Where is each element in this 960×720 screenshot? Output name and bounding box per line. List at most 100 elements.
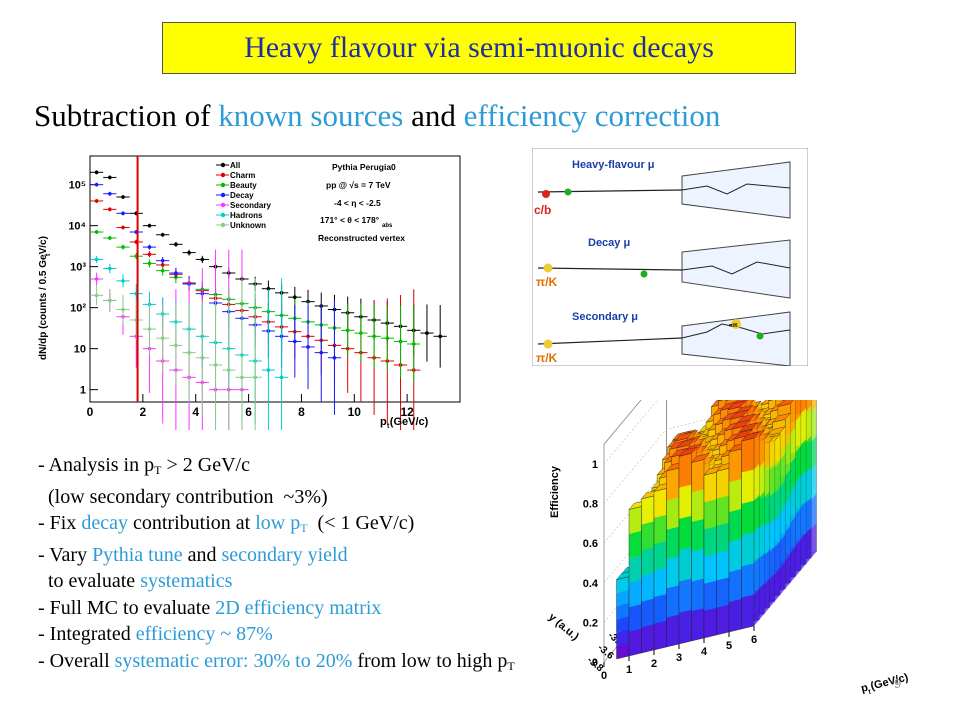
y-tick-label-1: 10	[74, 344, 86, 356]
bar-side-band	[769, 463, 775, 498]
diagram-ball-yellow-1	[543, 263, 553, 273]
point-marker	[121, 211, 125, 216]
bullet-5: to evaluate systematics	[38, 568, 578, 595]
bar-front-band	[704, 553, 717, 584]
bar-side-band	[800, 400, 806, 414]
bar-side-band	[811, 400, 817, 413]
diagram-absorber-3	[681, 311, 791, 366]
bar-side-band	[769, 490, 775, 525]
bar-front-band	[729, 508, 742, 542]
diagram-ball-green-3	[756, 332, 764, 340]
bar-side-band	[795, 508, 801, 546]
bar-side-band	[806, 435, 812, 473]
bar-front-band	[641, 572, 654, 602]
subtitle-highlight-known-sources: known sources	[218, 98, 404, 133]
bar-side-band	[811, 435, 817, 471]
bar-front-band	[729, 538, 742, 572]
bar-top	[766, 426, 786, 437]
bar-side-band	[811, 464, 817, 500]
point-marker	[108, 298, 112, 303]
bar-top	[674, 431, 694, 442]
bar-front-band	[691, 608, 704, 641]
bar-side-band	[790, 457, 796, 494]
bar-front-band	[729, 598, 742, 632]
eff-x-tick-label-4: 4	[701, 646, 708, 658]
bullet-3: - Fix decay contribution at low pT (< 1 …	[38, 510, 578, 542]
muon-sources-diagram: Heavy-flavour μ c/b Decay μ π/K Secondar…	[532, 148, 808, 366]
bar-side-band	[811, 406, 817, 442]
bullet-4: - Vary Pythia tune and secondary yield	[38, 542, 578, 569]
bar-side-band	[785, 441, 791, 476]
z-tick-label-3: 0.6	[583, 538, 598, 550]
bar-side-band	[795, 477, 801, 515]
bar-side-band	[764, 520, 770, 556]
bar-side-band	[800, 501, 806, 539]
y-tick-label-4: 10⁴	[68, 221, 86, 233]
series-unknown	[90, 278, 262, 430]
bar-front-band	[666, 614, 679, 647]
bar-side-band	[780, 534, 786, 568]
point-marker	[187, 350, 191, 355]
bar-front-band	[691, 548, 704, 582]
point-marker	[293, 295, 297, 299]
z-grid-4	[603, 400, 790, 504]
x-tick-label-0: 0	[87, 405, 94, 419]
bar-front-band	[716, 495, 729, 526]
bar-front-band	[741, 594, 754, 629]
bar-front-band	[666, 468, 679, 501]
bar-side-band	[806, 405, 812, 442]
diagram-ball-green-2	[640, 270, 648, 278]
diagram-sec-source: π/K	[536, 351, 558, 365]
bar-side-band	[759, 491, 765, 529]
bar-side-band	[769, 573, 775, 608]
point-marker	[121, 245, 125, 249]
bullet-1: - Analysis in pT > 2 GeV/c	[38, 452, 578, 484]
bar-front-band	[691, 578, 704, 612]
bar-side-band	[764, 462, 770, 498]
point-marker	[147, 245, 152, 249]
point-marker	[108, 207, 112, 212]
pt-spectrum-chart: 0 2 4 6 8 10 12 1 10 10² 10³ 10⁴ 10⁵ dN/dp (counts /…	[30, 148, 470, 430]
diagram-track-2	[537, 267, 683, 271]
bar-front-band	[716, 468, 729, 499]
diagram-track-1	[537, 189, 683, 193]
bullet-6-text-a: - Full MC to evaluate	[38, 596, 216, 619]
bar-front-band	[679, 484, 692, 519]
legend-entry-secondary: Secondary	[230, 201, 271, 210]
point-marker	[200, 257, 205, 262]
bar-front-band	[616, 576, 629, 593]
bar-front-band	[741, 563, 754, 598]
bullet-3-highlight-low-pt: low p	[255, 512, 301, 534]
pt-spectrum-info: Pythia Perugia0 pp @ √s = 7 TeV -4 < η <…	[318, 162, 405, 243]
bar-side-band	[800, 532, 806, 571]
bar-side-band	[780, 507, 786, 541]
bullet-4-highlight-secondary: secondary yield	[221, 543, 348, 566]
bar-front-band	[691, 459, 704, 493]
bar-front-band	[716, 522, 729, 554]
bar-front-band	[666, 585, 679, 618]
point-marker	[253, 375, 257, 380]
pt-spectrum-ticks: 0 2 4 6 8 10 12 1 10 10² 10³ 10⁴ 10⁵	[68, 180, 414, 419]
info-theta-sub: abs	[382, 223, 393, 229]
bar-front-band	[629, 555, 642, 583]
bar-top	[690, 452, 710, 463]
bar-top	[772, 412, 791, 423]
bar-top	[676, 438, 696, 449]
point-marker	[160, 336, 165, 340]
legend-entry-unknown: Unknown	[230, 221, 266, 230]
pt-spectrum-ylabel: dN/dp (counts / 0.5 GeV/c)	[38, 236, 49, 360]
bullet-8-highlight-syst-error: systematic error: 30% to 20%	[114, 649, 353, 672]
bar-front-band	[704, 526, 717, 557]
bar-front-band	[704, 499, 717, 530]
y-tick-label-3: 10³	[70, 262, 86, 274]
bullet-3-highlight-decay: decay	[81, 512, 128, 534]
bar-side-band	[780, 561, 786, 595]
slide-subtitle: Subtraction of known sources and efficie…	[34, 98, 720, 134]
x-tick-label-10: 10	[348, 405, 362, 419]
bar-side-band	[759, 552, 765, 590]
subtitle-highlight-efficiency: efficiency correction	[463, 98, 721, 133]
diagram-decay-source: π/K	[536, 275, 558, 289]
point-marker	[438, 334, 442, 339]
bar-side-band	[754, 588, 760, 626]
diagram-hf-source: c/b	[534, 203, 551, 217]
